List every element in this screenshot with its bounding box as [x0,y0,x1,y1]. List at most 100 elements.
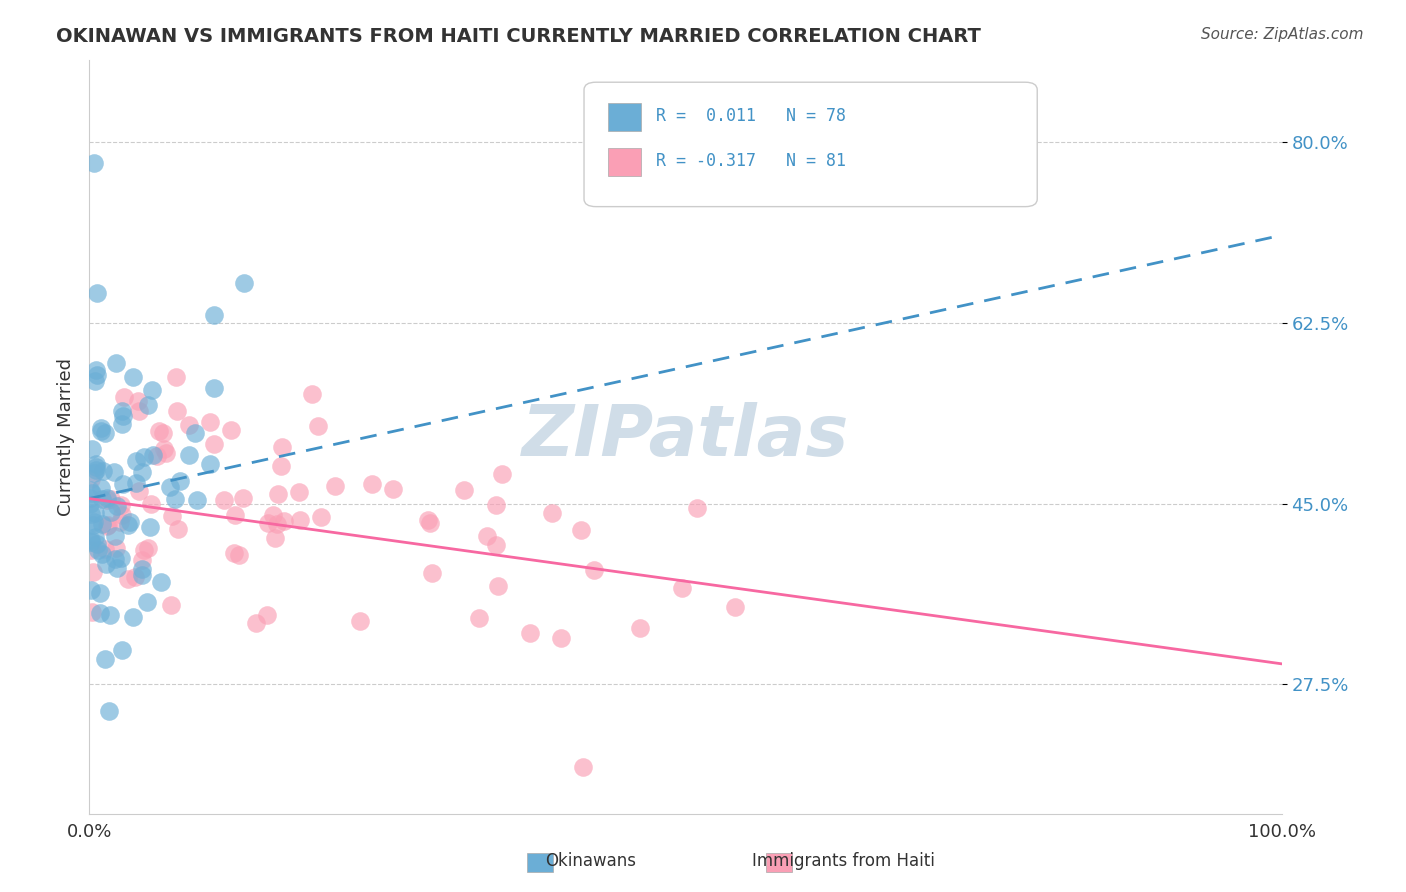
Point [540,506,562,520]
Point [83,156,105,170]
Point [453,483,475,497]
Point [222,546,245,560]
Point [117,517,139,532]
Point [245,616,267,631]
Point [80,534,103,549]
Point [122,369,145,384]
Point [307,418,329,433]
Point [572,760,595,774]
Point [288,513,311,527]
Point [131,553,153,567]
Point [111,403,134,417]
Point [91,516,114,531]
Point [198,457,221,471]
Point [686,500,709,515]
Point [186,493,208,508]
Point [488,579,510,593]
Point [84,530,107,544]
Point [519,626,541,640]
Point [80,605,103,619]
Point [96,491,118,505]
Point [80,533,103,547]
Point [273,514,295,528]
Point [671,581,693,595]
Point [105,560,128,574]
Point [204,381,226,395]
Point [86,363,108,377]
Text: Immigrants from Haiti: Immigrants from Haiti [752,852,935,870]
Point [80,542,103,557]
Point [83,466,105,480]
Point [86,457,108,471]
Point [212,493,235,508]
Point [90,481,112,495]
Point [569,523,592,537]
Point [141,497,163,511]
Point [94,558,117,572]
Point [477,529,499,543]
Point [100,491,122,506]
Point [128,404,150,418]
Point [142,448,165,462]
Point [165,370,187,384]
Point [233,277,256,291]
Point [136,541,159,556]
Point [96,519,118,533]
Point [288,484,311,499]
Point [79,491,101,505]
FancyBboxPatch shape [607,148,641,177]
Point [146,450,169,464]
Point [266,516,288,531]
Point [200,415,222,429]
Point [105,499,128,513]
Point [256,607,278,622]
Point [91,491,114,506]
Point [184,425,207,440]
Point [79,483,101,497]
Point [86,536,108,550]
Point [97,517,120,532]
Point [169,474,191,488]
Y-axis label: Currently Married: Currently Married [58,358,75,516]
Point [582,563,605,577]
Point [84,463,107,477]
Point [110,515,132,529]
Point [349,615,371,629]
Point [83,375,105,389]
Point [111,643,134,657]
Point [94,425,117,440]
Point [111,409,134,423]
Point [323,478,346,492]
Point [309,510,332,524]
Point [228,548,250,562]
Point [91,547,114,561]
Point [160,598,183,612]
Point [80,507,103,521]
Point [89,585,111,599]
Point [82,486,104,500]
Point [628,621,651,635]
Point [148,424,170,438]
Point [104,552,127,566]
Point [420,566,443,580]
Point [94,652,117,666]
Point [79,497,101,511]
Point [271,440,294,454]
Point [111,417,134,432]
Point [224,508,246,523]
Point [136,594,159,608]
Point [110,498,132,512]
Point [82,565,104,579]
FancyBboxPatch shape [583,82,1038,207]
Point [155,446,177,460]
Point [550,631,572,645]
Point [84,460,107,475]
Point [90,424,112,438]
Point [419,516,441,530]
Point [111,508,134,522]
Point [382,483,405,497]
Point [152,442,174,456]
Point [416,513,439,527]
Point [104,529,127,543]
Bar [527,853,553,872]
